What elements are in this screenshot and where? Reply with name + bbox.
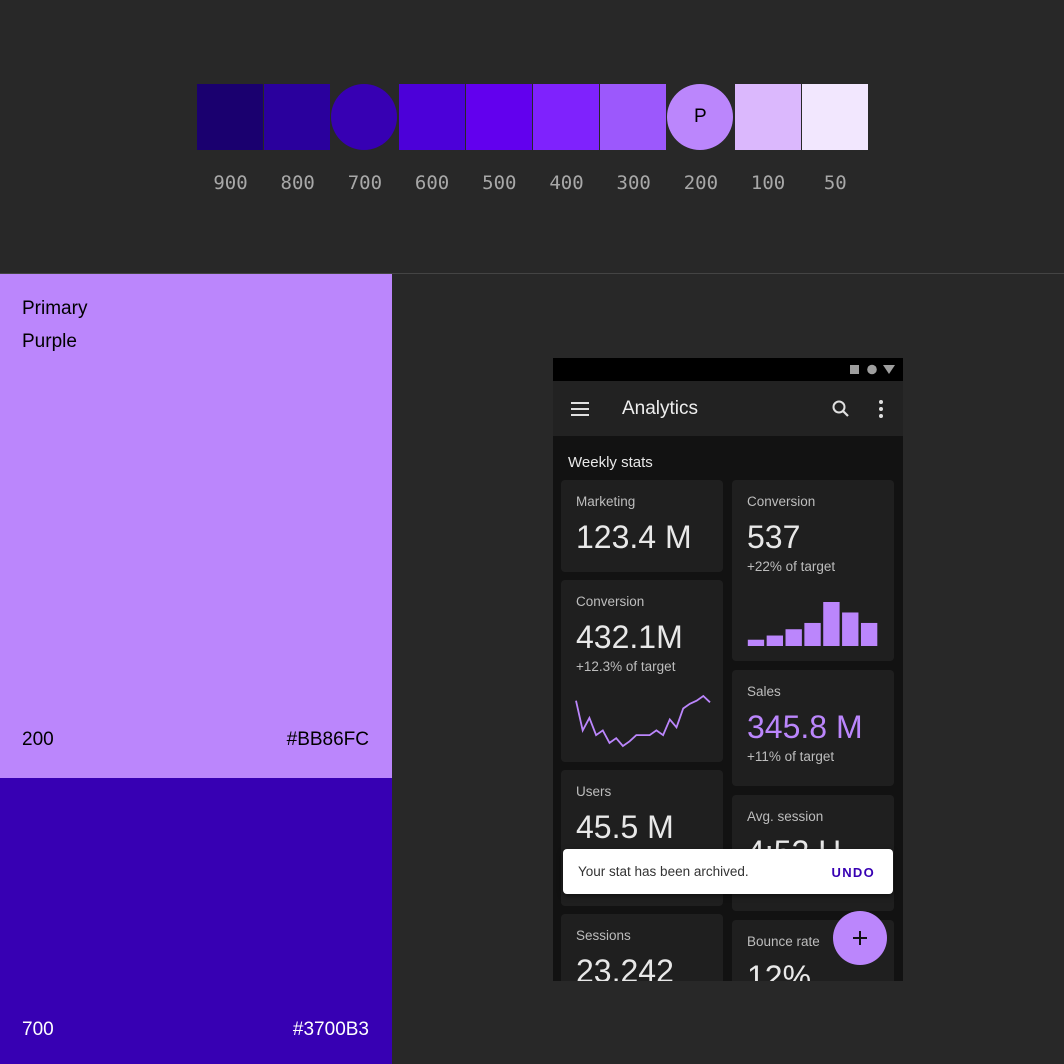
search-icon[interactable] — [832, 400, 849, 417]
status-icons — [850, 364, 895, 375]
variant-panel: 700 #3700B3 — [0, 778, 392, 1064]
app-title: Analytics — [622, 398, 699, 419]
hex-label: #BB86FC — [286, 729, 369, 750]
card-subtitle: +11% of target — [747, 749, 835, 764]
app-bar-icons — [571, 400, 883, 418]
stat-card: Conversion 537 +22% of target — [732, 480, 894, 661]
swatch-label: 500 — [482, 172, 517, 194]
swatch-label: 800 — [280, 172, 315, 194]
card-subtitle: +12.3% of target — [576, 659, 676, 674]
snackbar-message: Your stat has been archived. — [578, 864, 749, 879]
card-title: Conversion — [576, 594, 645, 609]
line-chart — [575, 694, 711, 748]
sparkline — [575, 694, 711, 748]
swatch — [533, 84, 599, 150]
app-bar: Analytics — [553, 381, 903, 436]
name-line: Purple — [22, 331, 77, 352]
fab[interactable] — [832, 910, 888, 966]
swatch-label: 50 — [823, 172, 847, 194]
bar — [766, 635, 784, 646]
shade-label: 200 — [22, 729, 54, 750]
card-title: Marketing — [576, 494, 636, 509]
snackbar-action[interactable]: UNDO — [831, 865, 875, 880]
swatch — [600, 84, 667, 150]
card-title: Bounce rate — [747, 934, 820, 949]
swatch — [465, 84, 532, 150]
card-title: Conversion — [747, 494, 816, 509]
swatch: P — [667, 84, 734, 150]
more-icon[interactable] — [879, 400, 883, 418]
bar — [823, 602, 840, 646]
swatch — [734, 84, 801, 150]
stat-card: Sales 345.8 M +11% of target — [732, 670, 894, 786]
swatch-label: 900 — [213, 172, 248, 194]
bar — [860, 622, 878, 646]
swatch-label: 400 — [549, 172, 584, 194]
menu-icon[interactable] — [571, 402, 589, 416]
snackbar: Your stat has been archived. UNDO — [563, 849, 893, 894]
swatch — [264, 84, 331, 150]
section-title: Weekly stats — [568, 454, 653, 471]
status-bar — [553, 358, 903, 381]
card-value: 537 — [747, 519, 801, 555]
phone: Analytics Weekly stats Marketing 123.4 M C… — [553, 358, 903, 981]
card-value: 345.8 M — [747, 709, 863, 745]
card-subtitle: +22% of target — [747, 559, 836, 574]
bar — [842, 612, 859, 646]
bar — [747, 639, 765, 646]
swatch-label: 200 — [683, 172, 719, 194]
card-title: Users — [576, 784, 612, 799]
divider — [0, 273, 1064, 274]
stat-card: Marketing 123.4 M — [561, 480, 723, 572]
swatch-label: 300 — [616, 172, 651, 194]
swatch — [398, 84, 465, 150]
bar — [804, 622, 821, 646]
stat-card: Sessions 23,242 — [561, 914, 723, 981]
card-value: 123.4 M — [576, 519, 692, 555]
swatch — [331, 84, 398, 150]
hex-label: #3700B3 — [292, 1019, 369, 1040]
stat-card: Conversion 432.1M +12.3% of target — [561, 580, 723, 762]
card-value: 432.1M — [576, 619, 683, 655]
name-line: Primary — [22, 298, 88, 319]
swatch-label: 600 — [414, 172, 450, 194]
card-value: 12% — [747, 959, 812, 981]
card-value: 45.5 M — [576, 809, 674, 845]
primary-panel: Primary Purple 200 #BB86FC — [0, 274, 392, 778]
swatch-label: 100 — [750, 172, 786, 194]
bar — [785, 629, 802, 646]
card-title: Sessions — [576, 928, 631, 943]
card-title: Avg. session — [747, 809, 824, 824]
swatch-marker: P — [694, 106, 707, 127]
swatch — [801, 84, 868, 150]
swatch — [197, 84, 263, 150]
shade-label: 700 — [22, 1019, 54, 1040]
card-value: 23,242 — [576, 953, 674, 981]
bar-chart — [747, 602, 878, 646]
card-title: Sales — [747, 684, 781, 699]
swatch-label: 700 — [347, 172, 383, 194]
